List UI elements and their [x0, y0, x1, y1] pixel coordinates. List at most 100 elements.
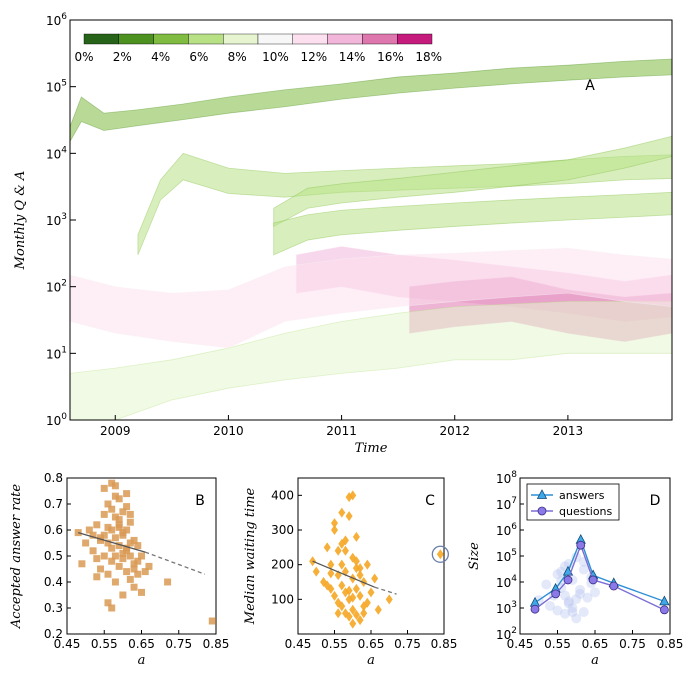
scatter-point-b	[130, 560, 138, 568]
scatter-point-c	[331, 518, 338, 529]
panel-letter-b: B	[195, 493, 205, 509]
y-tick-label-b: 0.3	[44, 601, 63, 615]
scatter-point-c	[338, 601, 346, 612]
scatter-point-b	[93, 573, 101, 581]
scatter-point-c	[327, 559, 335, 570]
x-tick-label-c: 0.65	[358, 637, 385, 651]
scatter-point-b	[130, 536, 138, 544]
background-point-d	[541, 579, 552, 590]
scatter-point-b	[104, 523, 112, 531]
scatter-point-b	[134, 542, 142, 550]
panel-d: answers questions 0.45 0.55 0.65 0.75 0.85 102 1…	[467, 470, 683, 668]
colorbar-label: 18%	[415, 50, 442, 64]
background-point-d	[552, 569, 563, 580]
y-tick-label-d: 107	[496, 496, 517, 512]
x-tick-label-c: 0.75	[394, 637, 421, 651]
scatter-point-b	[123, 526, 131, 534]
y-tick-label-b: 0.8	[44, 471, 63, 485]
y-tick-label-a: 101	[46, 345, 67, 361]
background-point-d	[571, 613, 582, 624]
fit-line-c	[312, 560, 375, 588]
background-point-d	[571, 594, 582, 605]
scatter-point-c	[360, 601, 368, 612]
scatter-point-c	[345, 611, 353, 622]
colorbar-label: 0%	[74, 50, 93, 64]
panel-c: 0.45 0.55 0.65 0.75 0.85 100 200 300 400 a Median …	[243, 477, 457, 668]
y-tick-label-b: 0.4	[44, 575, 63, 589]
panel-b: 0.45 0.55 0.65 0.75 0.85 0.2 0.3 0.4 0.5 0.6 0.7 0.…	[9, 471, 229, 668]
x-tick-label-d: 0.65	[582, 637, 609, 651]
fit-extension-b	[144, 551, 206, 575]
x-tick-label-a: 2012	[439, 424, 470, 438]
scatter-point-c	[363, 559, 371, 570]
scatter-point-b	[108, 544, 116, 552]
scatter-point-b	[134, 557, 142, 565]
scatter-point-c	[385, 594, 393, 605]
marker-questions	[530, 604, 540, 614]
scatter-point-c	[349, 618, 357, 629]
scatter-point-b	[126, 552, 134, 560]
scatter-point-b	[119, 549, 127, 557]
scatter-point-b	[134, 570, 142, 578]
scatter-point-c	[334, 608, 342, 619]
scatter-point-c	[334, 545, 342, 556]
scatter-point-b	[108, 526, 116, 534]
scatter-point-b	[123, 503, 131, 511]
scatter-point-b	[93, 521, 101, 529]
scatter-point-b	[111, 492, 119, 500]
panel-letter-a: A	[585, 78, 595, 94]
scatter-point-c	[436, 549, 444, 560]
legend-marker-answers	[536, 489, 548, 499]
scatter-point-c	[338, 538, 346, 549]
x-tick-label-b: 0.45	[54, 637, 81, 651]
scatter-point-b	[145, 562, 153, 570]
x-axis-label-c: a	[367, 653, 375, 668]
scatter-point-b	[89, 531, 97, 539]
scatter-point-c	[352, 583, 360, 594]
scatter-point-b	[115, 516, 123, 524]
scatter-point-c	[345, 492, 353, 503]
y-tick-label-a: 105	[46, 79, 67, 95]
scatter-point-b	[126, 575, 134, 583]
scatter-point-b	[97, 565, 105, 573]
scatter-point-b	[82, 539, 90, 547]
y-axis-label-d: Size	[467, 542, 482, 570]
y-tick-label-a: 100	[46, 412, 67, 428]
scatter-point-b	[100, 531, 108, 539]
scatter-point-c	[338, 507, 346, 518]
scatter-point-b	[104, 500, 112, 508]
scatter-point-b	[104, 570, 112, 578]
scatter-point-b	[126, 510, 134, 518]
colorbar-segment	[397, 33, 433, 45]
y-tick-label-b: 0.5	[44, 549, 63, 563]
background-point-d	[563, 558, 574, 569]
scatter-point-c	[371, 573, 379, 584]
scatter-point-b	[111, 482, 119, 490]
scatter-point-b	[119, 591, 127, 599]
x-tick-label-d: 0.45	[507, 637, 534, 651]
background-point-d	[567, 607, 578, 618]
colorbar-segment	[327, 33, 363, 45]
y-axis-label-b: Accepted answer rate	[9, 484, 24, 629]
scatter-point-c	[367, 587, 375, 598]
scatter-point-b	[123, 568, 131, 576]
y-tick-label-c: 200	[271, 558, 294, 572]
scatter-point-c	[323, 542, 331, 553]
y-tick-label-a: 102	[46, 279, 67, 295]
scatter-point-b	[104, 539, 112, 547]
y-tick-label-a: 103	[46, 212, 67, 228]
scatter-point-b	[111, 513, 119, 521]
scatter-point-c	[341, 545, 349, 556]
y-tick-label-d: 103	[496, 600, 517, 616]
scatter-point-b	[89, 547, 97, 555]
y-tick-label-c: 400	[271, 488, 294, 502]
background-point-d	[582, 592, 593, 603]
background-point-d	[578, 564, 589, 575]
colorbar-segment	[362, 33, 398, 45]
colorbar-segment	[222, 33, 259, 45]
scatter-point-b	[138, 588, 145, 596]
marker-answers	[659, 595, 670, 606]
scatter-point-c	[331, 525, 338, 535]
background-point-d	[575, 588, 585, 599]
scatter-point-c	[338, 580, 346, 591]
